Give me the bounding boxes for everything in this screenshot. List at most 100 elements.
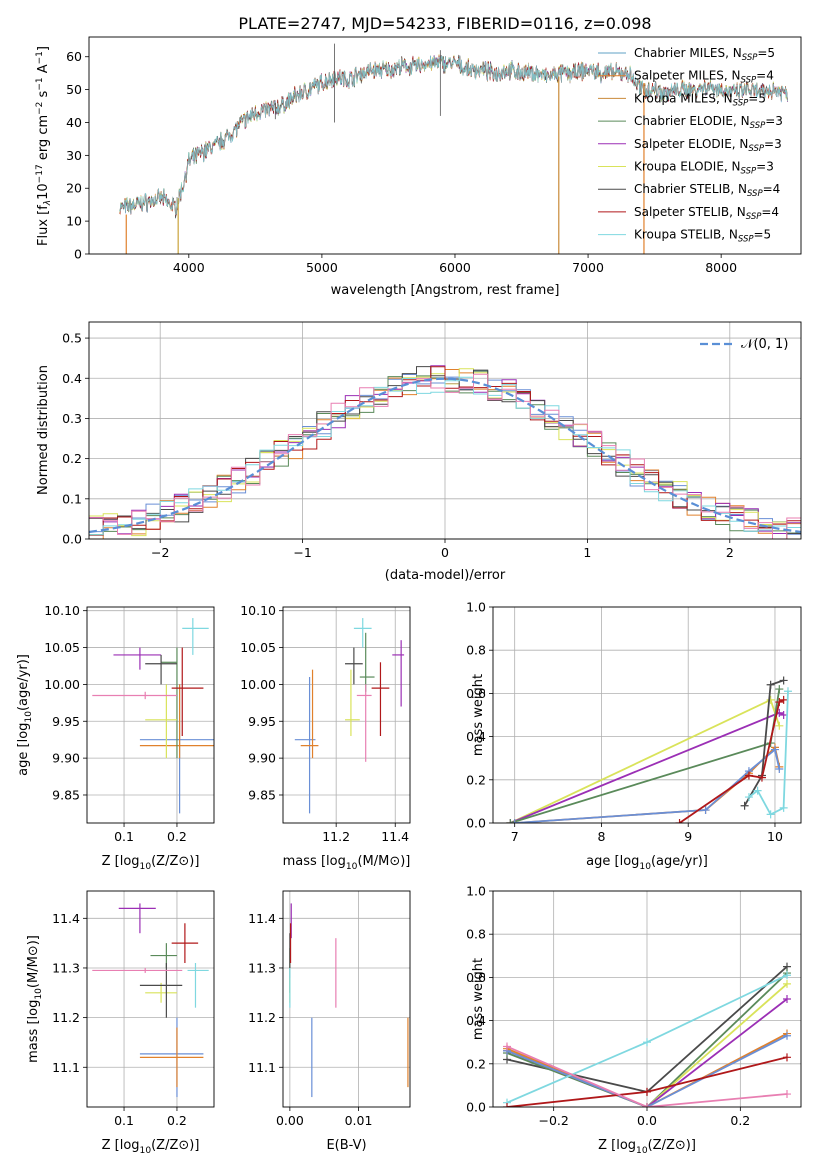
label-part: (age/yr)]	[16, 654, 31, 711]
legend-text: =4	[763, 182, 781, 196]
axes-frame	[86, 606, 215, 824]
y-tick-label: 10.05	[44, 640, 80, 655]
label-part: (age/yr)]	[651, 854, 708, 869]
y-label-part: −1	[35, 51, 45, 64]
y-tick-label: 0.0	[62, 532, 82, 547]
legend-label: Salpeter MILES, NSSP=4	[634, 69, 774, 86]
y-tick-label: 11.3	[52, 960, 80, 975]
x-axis-label: E(B-V)	[326, 1138, 366, 1153]
axes-frame	[86, 890, 215, 1108]
label-sub: 10	[24, 711, 34, 723]
y-label-part: −17	[35, 164, 45, 183]
label-part: Z [	[102, 854, 120, 869]
y-tick-label: 11.2	[248, 1010, 276, 1025]
legend-text: Kroupa ELODIE, N	[634, 160, 741, 174]
y-tick-label: 10	[66, 214, 82, 229]
label-part: age [	[16, 742, 31, 775]
y-axis-label: Normed distribution	[36, 365, 51, 495]
y-tick-label: 1.0	[466, 600, 486, 615]
panel-mass_vs_EBV: 0.00 0.01 11.1 11.2 11.3 11.4 E(B-V)	[248, 890, 411, 1153]
plot-area	[503, 962, 791, 1107]
y-tick-label: 9.95	[52, 714, 80, 729]
y-label-part: erg cm	[36, 115, 51, 164]
weight-point-marker	[503, 1042, 511, 1051]
label-sub: 10	[140, 1146, 152, 1156]
plot-area	[289, 903, 409, 1098]
weight-point-marker	[783, 1031, 791, 1040]
legend-label: Salpeter STELIB, NSSP=4	[634, 205, 779, 222]
weight-point-marker	[775, 765, 784, 773]
y-tick-label: 0.4	[62, 371, 82, 386]
y-tick-label: 0.6	[466, 686, 486, 701]
y-tick-label: 9.85	[52, 787, 80, 802]
y-axis-label: mass weight	[471, 958, 486, 1040]
weight-point-marker	[783, 1053, 791, 1062]
x-tick-label: 11.4	[381, 829, 409, 844]
y-label-part: −1	[35, 77, 45, 90]
y-label-part: A	[36, 64, 51, 77]
weight-point-marker	[675, 819, 684, 823]
weight-point-marker	[766, 695, 775, 704]
y-tick-label: 10.10	[44, 603, 80, 618]
y-tick-label: 10.10	[240, 603, 276, 618]
y-tick-label: 0.4	[466, 729, 486, 744]
y-tick-label: 10.00	[240, 677, 276, 692]
weight-point-marker	[783, 1090, 791, 1099]
y-tick-label: 0.5	[62, 331, 82, 346]
weight-point-marker	[643, 1103, 651, 1107]
legend-text: =4	[756, 69, 774, 83]
y-label-part: ]	[36, 46, 51, 51]
legend-label: Kroupa ELODIE, NSSP=3	[634, 160, 774, 177]
x-tick-label: −1	[293, 545, 311, 560]
y-tick-label: 0.0	[466, 1100, 486, 1115]
y-tick-label: 0.6	[466, 970, 486, 985]
y-tick-label: 9.95	[248, 714, 276, 729]
legend-text: =5	[754, 228, 772, 242]
x-axis-label: wavelength [Angstrom, rest frame]	[331, 283, 560, 298]
x-axis-label: Z [log10(Z/Z⊙)]	[102, 1138, 200, 1156]
x-tick-label: 1	[583, 545, 591, 560]
y-tick-label: 0.2	[466, 1056, 486, 1071]
weight-point-marker	[775, 698, 784, 707]
x-tick-label: 8000	[705, 260, 737, 275]
label-part: mass [	[26, 1019, 41, 1062]
panel-spectrum: 4000 5000 6000 7000 8000 0 10 20 30 40 50 60 wavelen…	[35, 36, 802, 298]
x-tick-label: 0.2	[167, 1113, 187, 1128]
legend-text: =3	[764, 137, 782, 151]
label-part: log	[326, 854, 346, 869]
label-sub: 10	[346, 862, 358, 872]
axes-frame	[492, 890, 802, 1108]
panel-mass_vs_Z: 0.1 0.211.111.211.311.4Z [log10(Z/Z⊙)]mas…	[26, 890, 215, 1156]
legend-label: 𝒩(0, 1)	[741, 337, 788, 352]
x-tick-label: 2	[726, 545, 734, 560]
weight-point-marker	[783, 979, 791, 988]
y-tick-label: 0.0	[466, 816, 486, 831]
label-part: log	[26, 1000, 41, 1020]
legend-text: Salpeter STELIB, N	[634, 205, 746, 219]
weight-series-line	[510, 688, 781, 823]
plot-area	[506, 676, 792, 823]
legend-text: =3	[756, 160, 774, 174]
y-tick-label: 40	[66, 115, 82, 130]
legend-sub: SSP	[742, 53, 758, 63]
weight-point-marker	[701, 806, 710, 815]
x-tick-label: 0.0	[637, 1113, 657, 1128]
legend-sub: SSP	[738, 235, 754, 245]
y-tick-label: 10.05	[240, 640, 276, 655]
weight-point-marker	[757, 773, 766, 782]
axes-frame	[88, 36, 802, 255]
y-tick-label: 11.4	[52, 911, 80, 926]
x-tick-label: 6000	[439, 260, 471, 275]
legend-text: Salpeter ELODIE, N	[634, 137, 748, 151]
x-axis-label: Z [log10(Z/Z⊙)]	[598, 1138, 696, 1156]
weight-point-marker	[783, 687, 792, 696]
y-tick-label: 1.0	[466, 884, 486, 899]
weight-point-marker	[753, 786, 762, 795]
label-sub: 10	[639, 862, 651, 872]
x-tick-label: 0.00	[276, 1113, 304, 1128]
legend-text: Chabrier ELODIE, N	[634, 114, 750, 128]
y-tick-label: 0.4	[466, 1013, 486, 1028]
legend-text: Kroupa STELIB, N	[634, 228, 738, 242]
weight-point-marker	[779, 695, 788, 704]
